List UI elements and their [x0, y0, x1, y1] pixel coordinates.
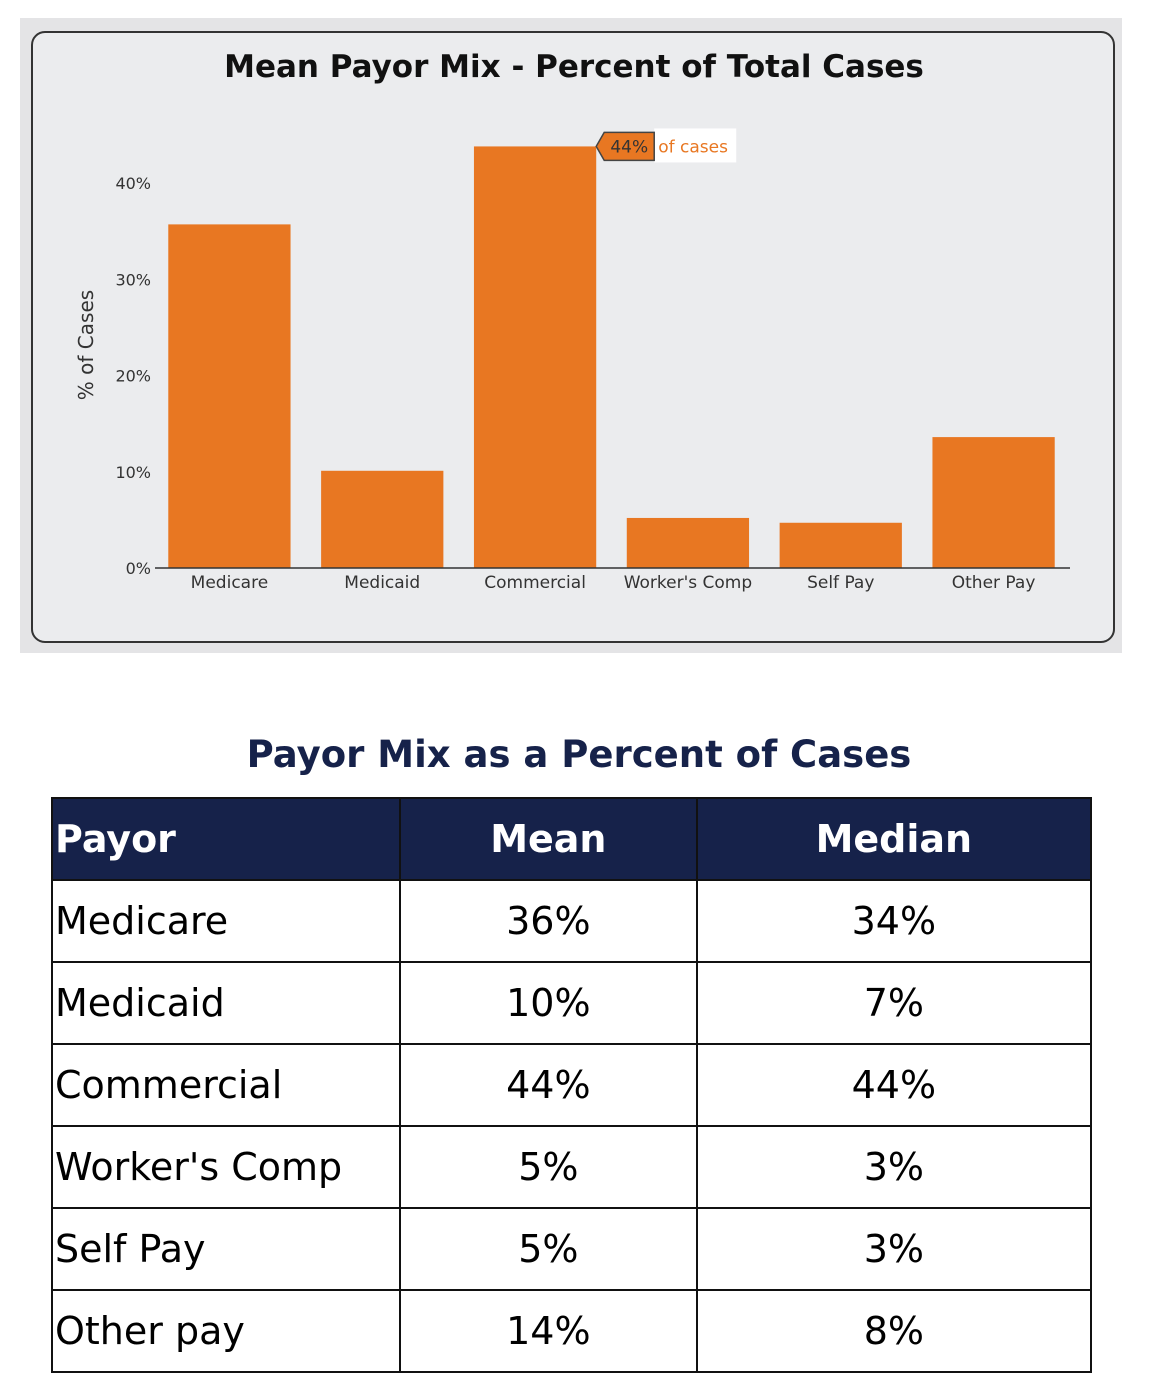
cell-median: 8%	[695, 1289, 1093, 1373]
bar-worker-s-comp[interactable]	[626, 517, 750, 568]
cell-median: 7%	[695, 961, 1093, 1045]
table-row: Commercial 44% 44%	[51, 1043, 1093, 1127]
y-tick-label: 0%	[126, 559, 151, 578]
hover-tooltip: 44% of cases	[595, 128, 737, 163]
tooltip-text: of cases	[658, 137, 728, 157]
x-tick-label: Medicare	[191, 573, 268, 593]
cell-mean: 14%	[399, 1289, 698, 1373]
table-row: Other pay 14% 8%	[51, 1289, 1093, 1373]
header-payor: Payor	[51, 797, 401, 881]
y-tick-label: 30%	[115, 270, 151, 289]
x-tick-label: Medicaid	[344, 573, 420, 593]
tooltip-value: 44%	[610, 137, 648, 157]
cell-mean: 44%	[399, 1043, 698, 1127]
cell-median: 3%	[695, 1207, 1093, 1291]
cell-mean: 36%	[399, 879, 698, 963]
table-header-row: Payor Mean Median	[51, 797, 1093, 881]
cell-payor: Worker's Comp	[51, 1125, 401, 1209]
cell-payor: Commercial	[51, 1043, 401, 1127]
cell-median: 44%	[695, 1043, 1093, 1127]
bar-chart: Mean Payor Mix - Percent of Total Cases …	[74, 49, 1070, 593]
bar-medicare[interactable]	[168, 224, 291, 568]
cell-payor: Medicaid	[51, 961, 401, 1045]
bar-self-pay[interactable]	[779, 522, 902, 568]
table-row: Medicare 36% 34%	[51, 879, 1093, 963]
x-tick-label: Other Pay	[952, 573, 1036, 593]
cell-mean: 5%	[399, 1125, 698, 1209]
tooltip-value-box	[595, 131, 655, 162]
y-tick-label: 10%	[115, 463, 151, 482]
header-median: Median	[695, 797, 1093, 881]
table-row: Medicaid 10% 7%	[51, 961, 1093, 1045]
y-axis-label: % of Cases	[74, 290, 98, 400]
x-tick-label: Commercial	[484, 573, 586, 593]
cell-mean: 10%	[399, 961, 698, 1045]
x-tick-label: Self Pay	[807, 573, 874, 593]
y-tick-label: 40%	[115, 174, 151, 193]
cell-payor: Other pay	[51, 1289, 401, 1373]
cell-mean: 5%	[399, 1207, 698, 1291]
bar-commercial[interactable]	[473, 146, 597, 569]
table-row: Self Pay 5% 3%	[51, 1207, 1093, 1291]
bar-other-pay[interactable]	[932, 437, 1055, 568]
y-tick-label: 20%	[115, 367, 151, 386]
cell-median: 34%	[695, 879, 1093, 963]
table-title: Payor Mix as a Percent of Cases	[246, 733, 912, 776]
cell-median: 3%	[695, 1125, 1093, 1209]
cell-payor: Medicare	[51, 879, 401, 963]
tooltip-text-bg	[654, 128, 737, 163]
bar-medicaid[interactable]	[321, 470, 444, 568]
cell-payor: Self Pay	[51, 1207, 401, 1291]
chart-title: Mean Payor Mix - Percent of Total Cases	[224, 49, 924, 85]
table-row: Worker's Comp 5% 3%	[51, 1125, 1093, 1209]
x-tick-label: Worker's Comp	[624, 573, 752, 593]
payor-mix-table: Payor Mean Median Medicare 36% 34% Medicai…	[51, 797, 1093, 1373]
header-mean: Mean	[399, 797, 698, 881]
